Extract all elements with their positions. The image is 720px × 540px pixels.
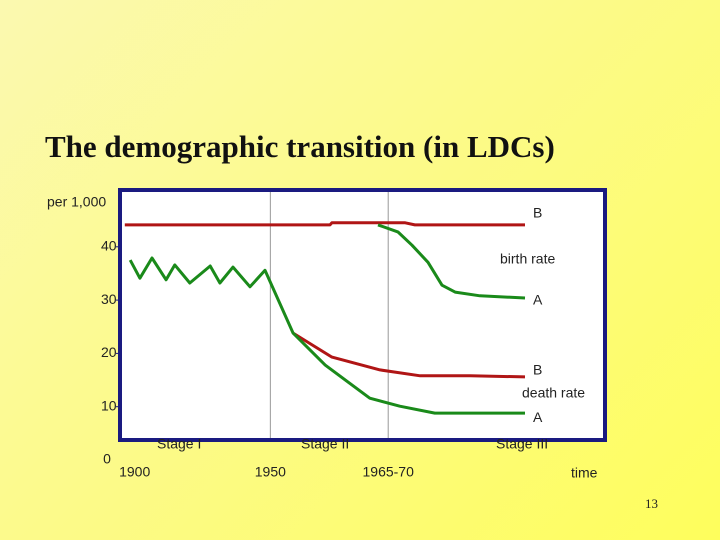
annotation: birth rate: [500, 251, 555, 267]
y-tick-label: 10: [101, 397, 117, 413]
y-tick-label: 40: [101, 238, 117, 254]
series-label: A: [533, 409, 543, 425]
y-tick-label: 20: [101, 344, 117, 360]
y-tick-label: 0: [103, 451, 111, 467]
x-tick-label: 1900: [119, 464, 150, 480]
line: [377, 223, 526, 300]
line: [292, 331, 526, 379]
series-label: A: [533, 292, 543, 308]
y-axis-label: per 1,000: [47, 194, 106, 210]
x-axis-label: time: [571, 465, 598, 481]
line: [128, 256, 525, 415]
x-tick-label: 1950: [255, 464, 286, 480]
page-number: 13: [645, 496, 658, 511]
stage-label: Stage I: [157, 436, 201, 452]
stage-label: Stage II: [301, 436, 349, 452]
series-label: B: [533, 205, 542, 221]
annotation: death rate: [522, 385, 585, 401]
y-tick-label: 30: [101, 291, 117, 307]
series-label: B: [533, 362, 542, 378]
chart-title: The demographic transition (in LDCs): [45, 129, 555, 164]
line: [124, 221, 525, 227]
stage-label: Stage III: [496, 436, 548, 452]
plot-box: [118, 188, 607, 442]
x-tick-label: 1965-70: [363, 464, 415, 480]
